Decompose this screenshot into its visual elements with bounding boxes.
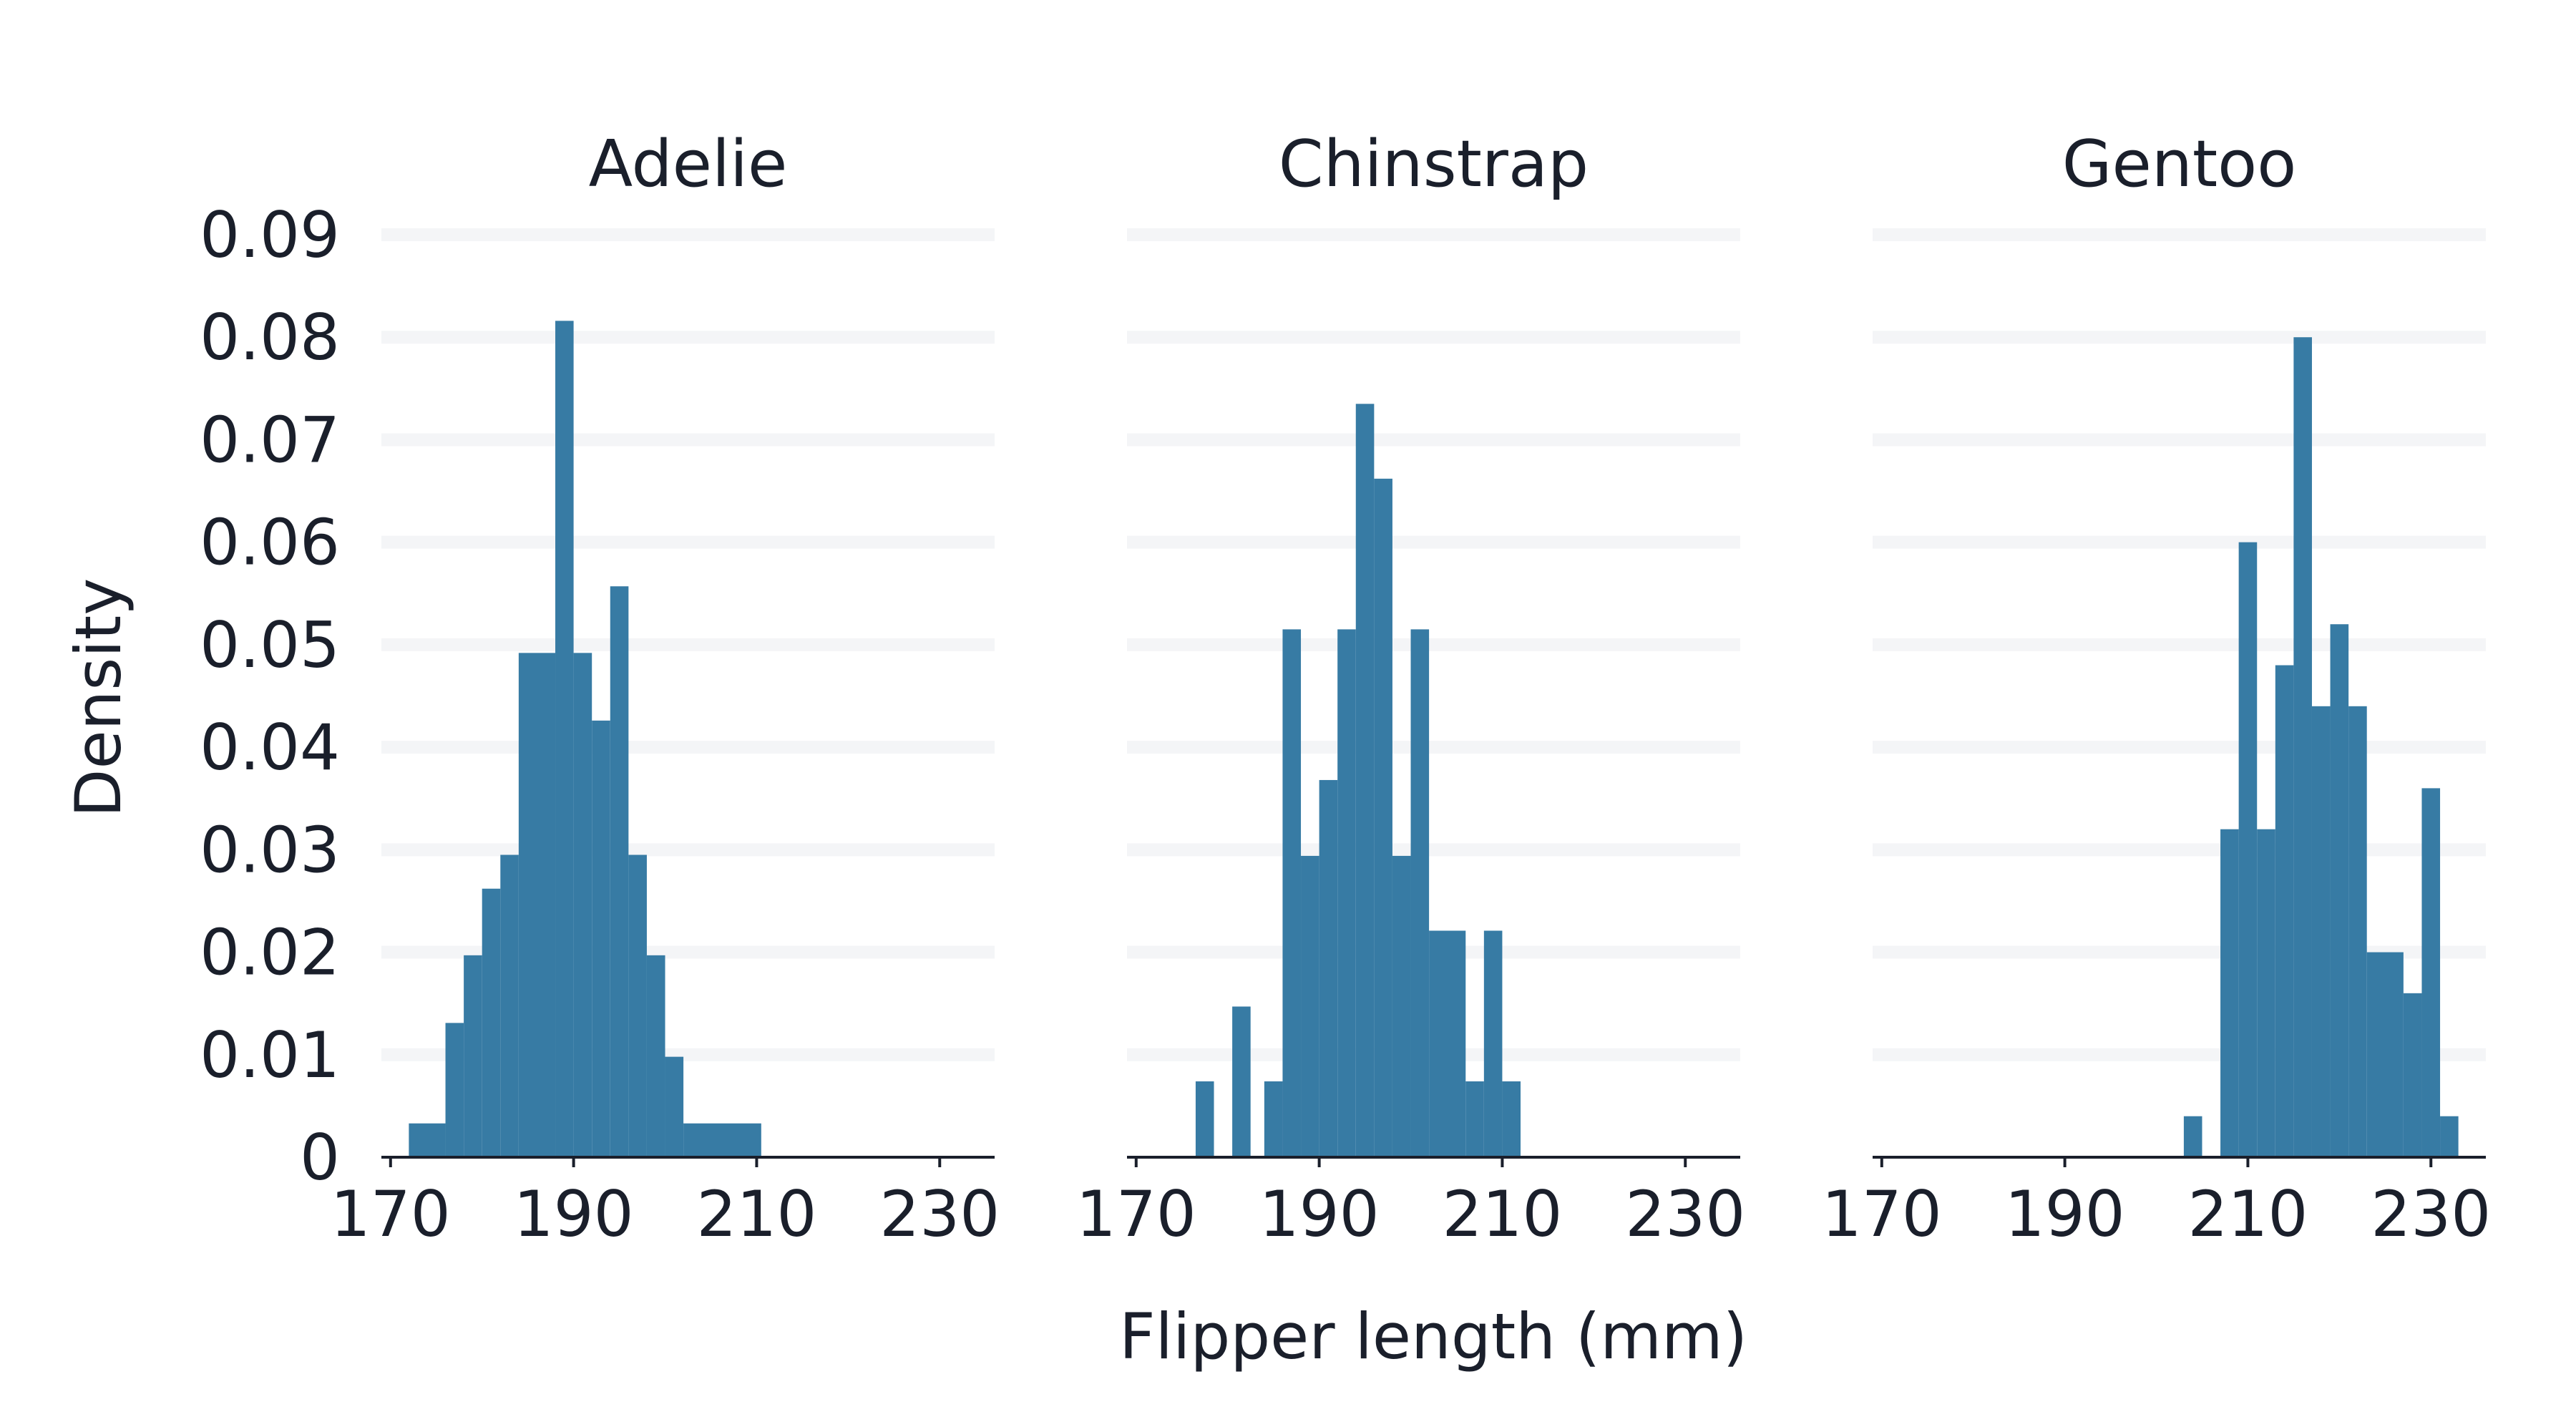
histogram-bar bbox=[665, 1056, 684, 1157]
histogram-bar bbox=[573, 653, 592, 1157]
histogram-bar bbox=[1465, 1081, 1484, 1157]
facet-panels: 170 190 210 230 Adelie 0 0.01 0.02 0.03 0.04 0.05 0… bbox=[200, 127, 2491, 1251]
x-tick-label: 190 bbox=[2005, 1177, 2125, 1251]
histogram-bar bbox=[592, 720, 610, 1157]
histogram-bar bbox=[1195, 1081, 1214, 1157]
x-tick-label: 230 bbox=[879, 1177, 1000, 1251]
histogram-bar bbox=[646, 955, 665, 1157]
panel-title: Chinstrap bbox=[1279, 127, 1589, 202]
histogram-bar bbox=[1232, 1006, 1251, 1157]
x-tick-label: 190 bbox=[1259, 1177, 1380, 1251]
y-tick-label: 0.06 bbox=[200, 506, 340, 580]
histogram-bar bbox=[610, 586, 629, 1157]
histogram-bar bbox=[1483, 930, 1503, 1157]
histogram-bar bbox=[1282, 629, 1302, 1157]
histogram-bar bbox=[1502, 1081, 1521, 1157]
histogram-bar bbox=[2421, 788, 2441, 1157]
histogram-bar bbox=[2257, 829, 2275, 1157]
histogram-bar bbox=[1337, 629, 1356, 1157]
panel-gentoo: 170 190 210 230 Gentoo bbox=[1822, 127, 2491, 1251]
histogram-bar bbox=[1355, 404, 1375, 1157]
histogram-bar bbox=[1392, 855, 1411, 1157]
histogram-bar bbox=[2220, 829, 2239, 1157]
y-tick-label: 0.03 bbox=[200, 813, 340, 887]
histogram-bar bbox=[683, 1123, 761, 1157]
x-tick-label: 210 bbox=[696, 1177, 816, 1251]
histogram-bar bbox=[2275, 665, 2294, 1157]
histogram-bar bbox=[2440, 1116, 2459, 1157]
panel-adelie: 170 190 210 230 Adelie 0 0.01 0.02 0.03 0.04 0.05 0… bbox=[200, 127, 1000, 1251]
y-tick-label: 0.07 bbox=[200, 403, 340, 477]
histogram-bar bbox=[518, 653, 556, 1157]
x-tick-label: 230 bbox=[1625, 1177, 1745, 1251]
histogram-bar bbox=[1301, 855, 1319, 1157]
histogram-bar bbox=[2403, 993, 2422, 1157]
x-tick-label: 170 bbox=[331, 1177, 451, 1251]
panel-title: Gentoo bbox=[2062, 127, 2297, 202]
histogram-bar bbox=[1429, 930, 1466, 1157]
histogram-bar bbox=[2311, 706, 2331, 1157]
y-tick-label: 0.09 bbox=[200, 198, 340, 272]
histogram-bar bbox=[1410, 629, 1430, 1157]
y-tick-label: 0.08 bbox=[200, 301, 340, 374]
y-tick-label: 0.01 bbox=[200, 1018, 340, 1092]
histogram-bar bbox=[2366, 952, 2404, 1157]
histogram-bar bbox=[445, 1023, 464, 1157]
x-tick-label: 210 bbox=[2187, 1177, 2308, 1251]
panel-chinstrap: 170 190 210 230 Chinstrap bbox=[1076, 127, 1745, 1251]
x-tick-label: 170 bbox=[1822, 1177, 1942, 1251]
y-tick-label: 0 bbox=[300, 1121, 340, 1194]
histogram-bar bbox=[500, 854, 519, 1157]
histogram-bar bbox=[1319, 779, 1338, 1157]
histogram-bar bbox=[2348, 706, 2367, 1157]
y-axis-title: Density bbox=[62, 578, 135, 818]
histogram-bar bbox=[464, 955, 482, 1157]
histogram-bar bbox=[482, 888, 501, 1157]
histogram-bar bbox=[1264, 1081, 1283, 1157]
histogram-bar bbox=[2183, 1116, 2202, 1157]
panel-title: Adelie bbox=[589, 127, 788, 202]
x-tick-label: 210 bbox=[1442, 1177, 1562, 1251]
x-tick-label: 190 bbox=[514, 1177, 634, 1251]
y-tick-label: 0.02 bbox=[200, 916, 340, 990]
histogram-bar bbox=[628, 854, 647, 1157]
y-tick-label: 0.04 bbox=[200, 711, 340, 784]
histogram-bar bbox=[555, 321, 574, 1158]
x-tick-label: 170 bbox=[1076, 1177, 1196, 1251]
x-tick-label: 230 bbox=[2371, 1177, 2491, 1251]
histogram-bar bbox=[2238, 542, 2258, 1157]
histogram-bar bbox=[1374, 478, 1392, 1157]
histogram-bar bbox=[2293, 337, 2312, 1158]
histogram-bar bbox=[2330, 624, 2349, 1157]
y-tick-label: 0.05 bbox=[200, 608, 340, 682]
histogram-bar bbox=[409, 1123, 446, 1157]
x-axis-title: Flipper length (mm) bbox=[1119, 1300, 1747, 1373]
